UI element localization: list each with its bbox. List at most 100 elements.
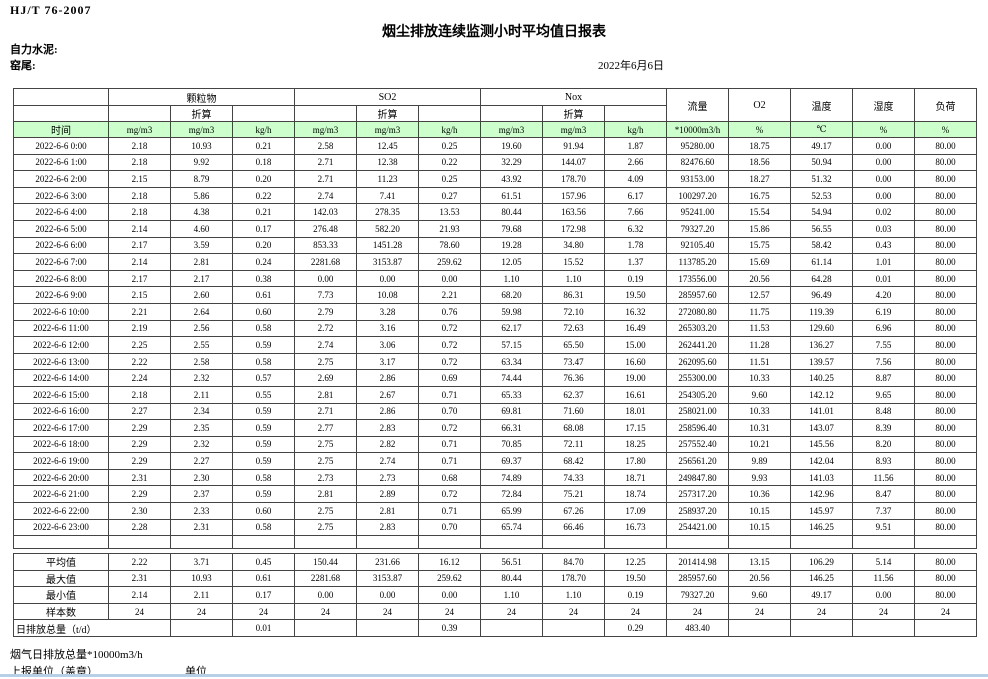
value-cell: 2.37 bbox=[170, 485, 233, 504]
value-cell: 2.35 bbox=[170, 419, 233, 437]
summary-value-cell: 0.19 bbox=[604, 586, 667, 604]
value-cell: 6.17 bbox=[604, 186, 668, 205]
value-cell: 0.00 bbox=[852, 170, 916, 188]
value-cell: 119.39 bbox=[790, 302, 854, 321]
summary-value-cell: 1.10 bbox=[542, 586, 605, 604]
value-cell: 57.15 bbox=[480, 336, 544, 354]
table-row: 2022-6-6 10:00 2.21 2.64 0.60 2.79 3.28 0.76 59… bbox=[13, 302, 978, 321]
value-cell: 255300.00 bbox=[666, 369, 730, 387]
value-cell: 0.00 bbox=[418, 269, 482, 288]
value-cell: 8.20 bbox=[852, 435, 916, 454]
table-row: 2022-6-6 11:00 2.19 2.56 0.58 2.72 3.16 0.72 62… bbox=[13, 319, 978, 338]
daily-total-label: 日排放总量（t/d） bbox=[13, 619, 171, 637]
summary-value-cell: 0.00 bbox=[418, 586, 481, 604]
value-cell: 80.00 bbox=[914, 336, 978, 354]
value-cell: 2.24 bbox=[108, 369, 171, 387]
value-cell: 0.17 bbox=[231, 219, 296, 238]
value-cell: 6.19 bbox=[852, 302, 916, 321]
value-cell: 12.38 bbox=[356, 153, 420, 172]
value-cell: 66.31 bbox=[480, 419, 544, 437]
value-cell: 65.50 bbox=[542, 336, 606, 354]
unit-cell: % bbox=[852, 121, 916, 138]
value-cell: 7.66 bbox=[604, 203, 668, 221]
summary-value-cell: 24 bbox=[170, 602, 233, 621]
value-cell: 18.25 bbox=[604, 435, 668, 454]
value-cell: 17.09 bbox=[604, 502, 668, 520]
value-cell: 145.97 bbox=[790, 502, 854, 520]
value-cell: 65.74 bbox=[480, 518, 544, 537]
value-cell: 173556.00 bbox=[666, 269, 730, 288]
unit-cell: mg/m3 bbox=[294, 121, 358, 138]
value-cell: 12.05 bbox=[480, 253, 544, 271]
unit-cell: mg/m3 bbox=[356, 121, 420, 138]
time-cell: 2022-6-6 23:00 bbox=[13, 518, 109, 537]
value-cell: 16.60 bbox=[604, 352, 668, 371]
value-cell: 79.68 bbox=[480, 219, 544, 238]
table-row: 2022-6-6 21:00 2.29 2.37 0.59 2.81 2.89 0.72 72… bbox=[13, 485, 978, 504]
value-cell: 1.37 bbox=[604, 253, 668, 271]
empty-cell bbox=[13, 105, 109, 122]
value-cell: 0.24 bbox=[231, 253, 296, 271]
value-cell: 64.28 bbox=[790, 269, 854, 288]
value-cell: 254305.20 bbox=[666, 385, 730, 404]
value-cell: 582.20 bbox=[356, 219, 420, 238]
units-row: 时间 mg/m3 mg/m3 kg/h mg/m3 mg/m3 kg/h mg/m3 mg/m3… bbox=[13, 121, 978, 138]
value-cell: 2.18 bbox=[108, 203, 171, 221]
value-cell: 9.93 bbox=[728, 468, 792, 487]
value-cell: 10.33 bbox=[728, 402, 792, 421]
daily-total-cell: 483.40 bbox=[666, 619, 729, 637]
value-cell: 2.81 bbox=[170, 253, 233, 271]
value-cell: 2.30 bbox=[170, 468, 233, 487]
value-cell: 0.57 bbox=[231, 369, 296, 387]
summary-value-cell: 10.93 bbox=[170, 569, 233, 588]
value-cell: 141.03 bbox=[790, 468, 854, 487]
value-cell: 0.38 bbox=[231, 269, 296, 288]
value-cell: 10.36 bbox=[728, 485, 792, 504]
table-row: 2022-6-6 16:00 2.27 2.34 0.59 2.71 2.86 0.70 69… bbox=[13, 402, 978, 421]
value-cell: 15.00 bbox=[604, 336, 668, 354]
unit-cell: % bbox=[914, 121, 978, 138]
value-cell: 2.21 bbox=[418, 286, 482, 304]
summary-value-cell: 259.62 bbox=[418, 569, 481, 588]
value-cell: 80.00 bbox=[914, 485, 978, 504]
value-cell: 142.96 bbox=[790, 485, 854, 504]
value-cell: 2.77 bbox=[294, 419, 358, 437]
value-cell: 10.21 bbox=[728, 435, 792, 454]
value-cell: 0.69 bbox=[418, 369, 482, 387]
value-cell: 0.43 bbox=[852, 236, 916, 255]
value-cell: 265303.20 bbox=[666, 319, 730, 338]
value-cell: 0.58 bbox=[231, 468, 296, 487]
value-cell: 49.17 bbox=[790, 137, 854, 155]
value-cell: 69.81 bbox=[480, 402, 544, 421]
summary-value-cell: 80.44 bbox=[480, 569, 543, 588]
summary-value-cell: 80.00 bbox=[914, 569, 977, 588]
value-cell: 0.72 bbox=[418, 419, 482, 437]
value-cell: 142.03 bbox=[294, 203, 358, 221]
time-cell: 2022-6-6 16:00 bbox=[13, 402, 109, 421]
empty-cell bbox=[418, 535, 482, 550]
empty-cell bbox=[13, 535, 109, 550]
table-row: 2022-6-6 7:00 2.14 2.81 0.24 2281.68 3153.87 2… bbox=[13, 253, 978, 271]
value-cell: 145.56 bbox=[790, 435, 854, 454]
table-row: 2022-6-6 14:00 2.24 2.32 0.57 2.69 2.86 0.69 74… bbox=[13, 369, 978, 387]
value-cell: 256561.20 bbox=[666, 452, 730, 470]
value-cell: 72.10 bbox=[542, 302, 606, 321]
value-cell: 2.21 bbox=[108, 302, 171, 321]
value-cell: 262441.20 bbox=[666, 336, 730, 354]
value-cell: 2.22 bbox=[108, 352, 171, 371]
page-title: 烟尘排放连续监测小时平均值日报表 bbox=[382, 25, 606, 40]
table-row: 2022-6-6 20:00 2.31 2.30 0.58 2.73 2.73 0.68 74… bbox=[13, 468, 978, 487]
value-cell: 4.38 bbox=[170, 203, 233, 221]
value-cell: 2.31 bbox=[108, 468, 171, 487]
value-cell: 2.75 bbox=[294, 435, 358, 454]
value-cell: 2.11 bbox=[170, 385, 233, 404]
value-cell: 7.37 bbox=[852, 502, 916, 520]
value-cell: 16.75 bbox=[728, 186, 792, 205]
value-cell: 3.59 bbox=[170, 236, 233, 255]
value-cell: 0.00 bbox=[852, 186, 916, 205]
summary-value-cell: 20.56 bbox=[728, 569, 791, 588]
summary-value-cell: 11.56 bbox=[852, 569, 915, 588]
empty-cell bbox=[790, 535, 854, 550]
daily-total-cell bbox=[728, 619, 791, 637]
summary-value-cell: 19.50 bbox=[604, 569, 667, 588]
